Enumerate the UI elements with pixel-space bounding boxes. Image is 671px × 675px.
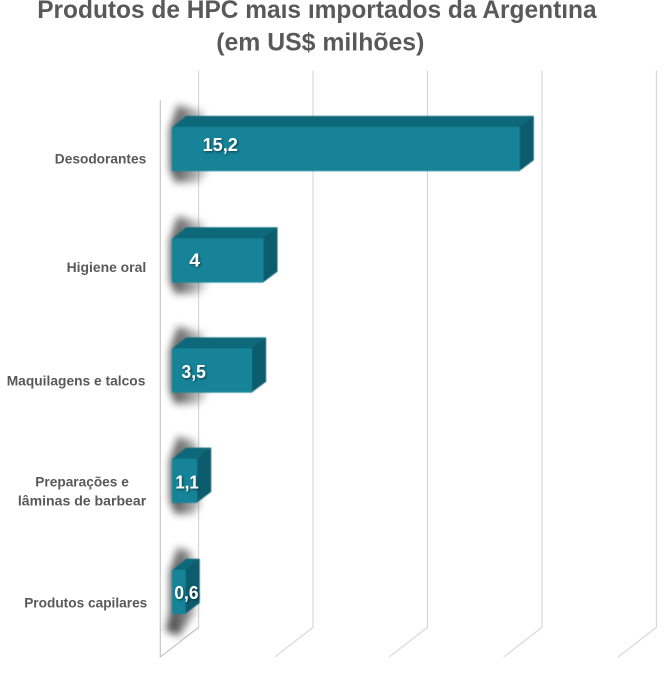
svg-text:Higiene oral: Higiene oral [67, 259, 147, 275]
svg-text:Maquilagens e talcos: Maquilagens e talcos [7, 373, 146, 389]
svg-text:15,2: 15,2 [203, 135, 238, 155]
svg-text:1,1: 1,1 [175, 472, 198, 492]
svg-text:Desodorantes: Desodorantes [55, 151, 147, 167]
svg-text:Produtos de HPC maıs ımportado: Produtos de HPC maıs ımportados da Argen… [37, 0, 597, 24]
svg-text:0,6: 0,6 [174, 583, 198, 603]
svg-text:(em US$ milhões): (em US$ milhões) [216, 28, 424, 56]
svg-text:Produtos capilares: Produtos capilares [24, 595, 147, 611]
svg-text:4: 4 [189, 251, 200, 271]
svg-text:lâminas de barbear: lâminas de barbear [18, 492, 147, 508]
svg-text:Preparações e: Preparações e [35, 474, 129, 490]
svg-text:3,5: 3,5 [182, 362, 206, 382]
